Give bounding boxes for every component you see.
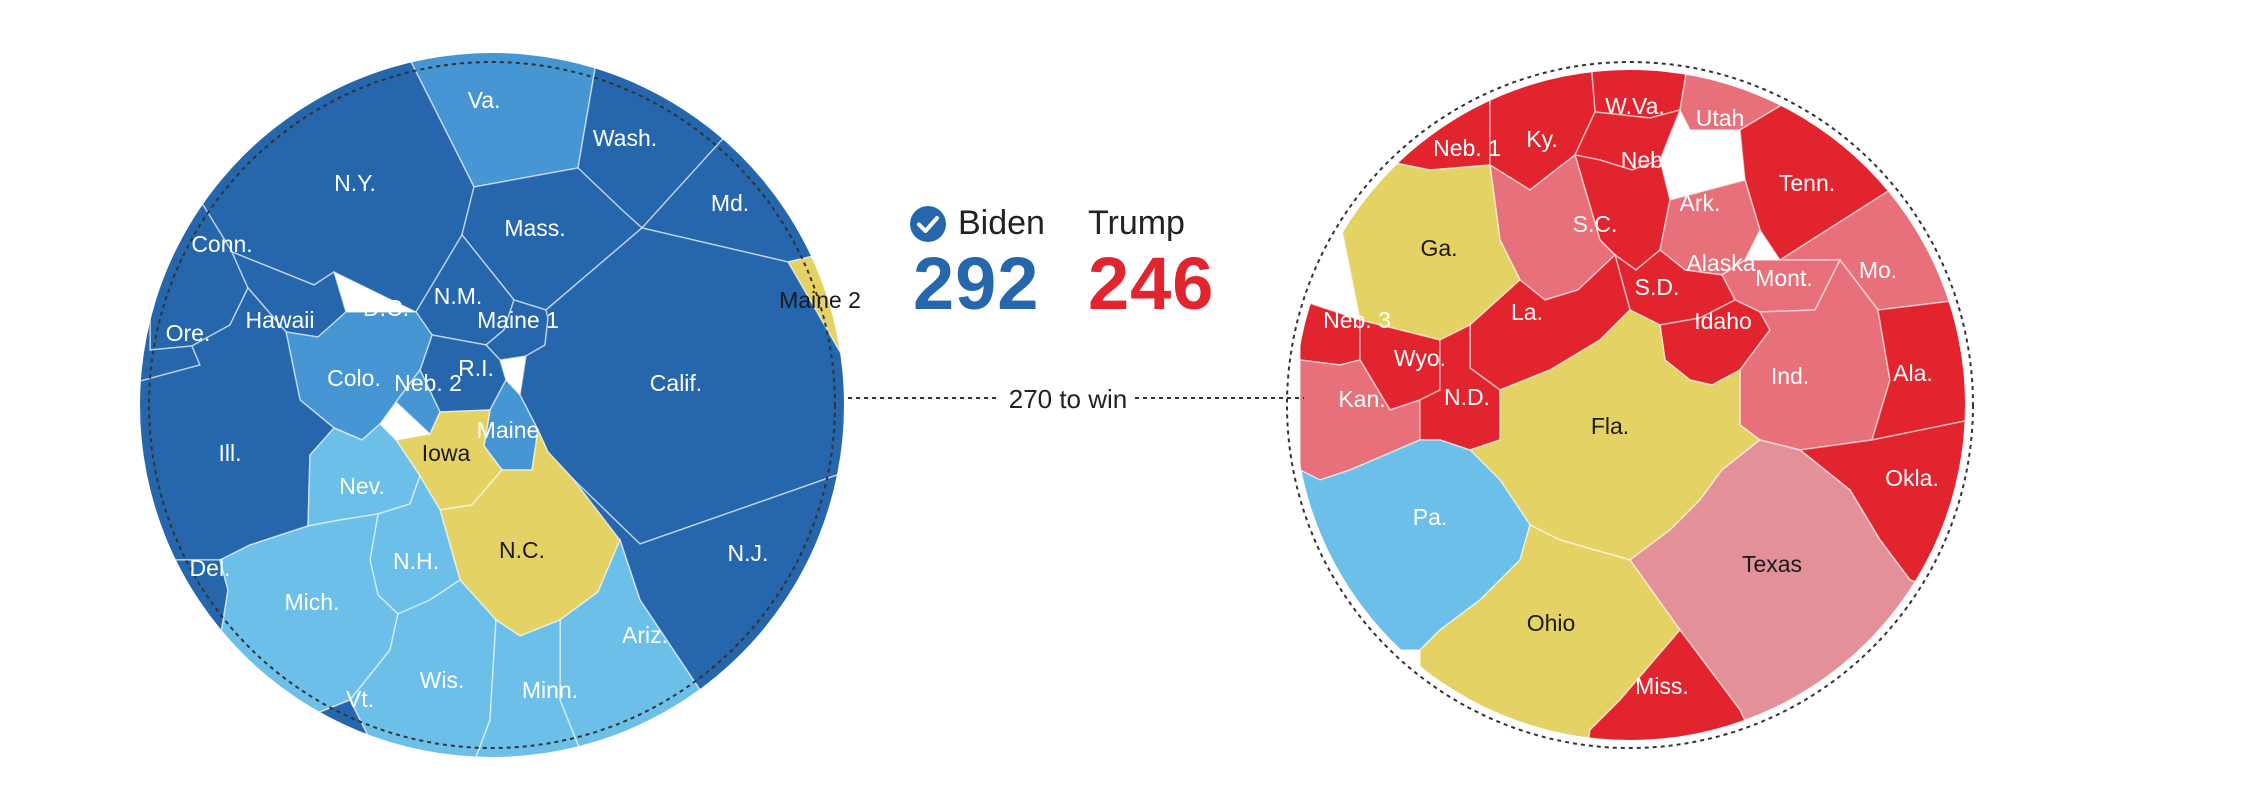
state-label-conn: Conn. (191, 231, 252, 257)
state-label-ohio: Ohio (1527, 610, 1576, 636)
state-label-pa: Pa. (1413, 504, 1448, 530)
state-label-la: La. (1511, 299, 1543, 325)
state-label-md: Md. (711, 190, 749, 216)
biden-name: Biden (958, 204, 1045, 242)
state-label-tenn: Tenn. (1779, 170, 1835, 196)
state-label-wis: Wis. (420, 667, 465, 693)
state-label-ariz: Ariz. (622, 622, 668, 648)
state-label-wash: Wash. (593, 125, 657, 151)
state-label-maine-2: Maine 2 (779, 287, 861, 313)
state-label-n-j: N.J. (728, 540, 769, 566)
state-label-mich: Mich. (285, 589, 340, 615)
state-label-idaho: Idaho (1694, 308, 1752, 334)
state-label-va: Va. (468, 87, 501, 113)
right-labels: W.Va. Utah Neb. 1 Ky. Neb. Tenn. Ark. S.C. Ga. Al… (1323, 93, 1939, 699)
state-cell-miss[interactable] (1579, 628, 1782, 798)
state-label-hawaii: Hawaii (245, 307, 314, 333)
state-label-d-c: D.C. (363, 295, 409, 321)
state-label-del: Del. (190, 555, 231, 581)
state-label-neb: Neb. (1621, 147, 1670, 173)
state-label-mont: Mont. (1755, 265, 1813, 291)
state-label-mass: Mass. (504, 215, 565, 241)
trump-votes: 246 (1088, 242, 1215, 325)
state-label-mo: Mo. (1859, 257, 1897, 283)
state-label-neb-2: Neb. 2 (394, 370, 462, 396)
state-label-ind: Ind. (1771, 363, 1809, 389)
state-label-ky: Ky. (1526, 126, 1558, 152)
state-label-w-va: W.Va. (1605, 93, 1665, 119)
state-label-maine: Maine (477, 417, 540, 443)
threshold-label: 270 to win (1009, 384, 1128, 414)
state-label-r-i: R.I. (458, 355, 494, 381)
state-label-okla: Okla. (1885, 465, 1939, 491)
state-label-maine-1: Maine 1 (477, 307, 559, 333)
state-label-alaska: Alaska (1686, 250, 1755, 276)
state-label-colo: Colo. (327, 365, 381, 391)
state-label-calif: Calif. (650, 370, 702, 396)
state-label-neb-1: Neb. 1 (1433, 135, 1501, 161)
state-label-vt: Vt. (346, 686, 374, 712)
state-label-wyo: Wyo. (1394, 345, 1446, 371)
state-label-utah: Utah (1696, 105, 1745, 131)
state-label-ala: Ala. (1893, 360, 1933, 386)
right-270-threshold-ring (1286, 61, 1974, 749)
state-label-ore: Ore. (166, 320, 211, 346)
state-label-n-m: N.M. (434, 283, 483, 309)
state-label-n-y: N.Y. (334, 170, 376, 196)
state-label-nev: Nev. (339, 473, 385, 499)
state-label-minn: Minn. (522, 677, 578, 703)
state-label-ga: Ga. (1420, 235, 1457, 261)
left-270-threshold-ring (148, 61, 836, 749)
state-label-n-d: N.D. (1444, 384, 1490, 410)
state-label-ill: Ill. (219, 440, 242, 466)
state-label-neb-3: Neb. 3 (1323, 307, 1391, 333)
state-label-n-c: N.C. (499, 537, 545, 563)
biden-states-circle (140, 53, 844, 757)
state-label-s-d: S.D. (1635, 274, 1680, 300)
state-label-texas: Texas (1742, 551, 1802, 577)
state-label-s-c: S.C. (1573, 211, 1618, 237)
state-label-kan: Kan. (1338, 386, 1385, 412)
state-label-ark: Ark. (1680, 190, 1721, 216)
left-labels: Va. Wash. N.Y. Md. Mass. Conn. Maine 2 N.M. Hawa… (166, 87, 861, 712)
trump-name: Trump (1088, 204, 1185, 242)
state-label-fla: Fla. (1591, 413, 1629, 439)
state-label-miss: Miss. (1635, 673, 1689, 699)
state-label-n-h: N.H. (393, 548, 439, 574)
biden-votes: 292 (913, 242, 1040, 325)
check-icon (910, 206, 946, 242)
state-label-iowa: Iowa (422, 440, 471, 466)
